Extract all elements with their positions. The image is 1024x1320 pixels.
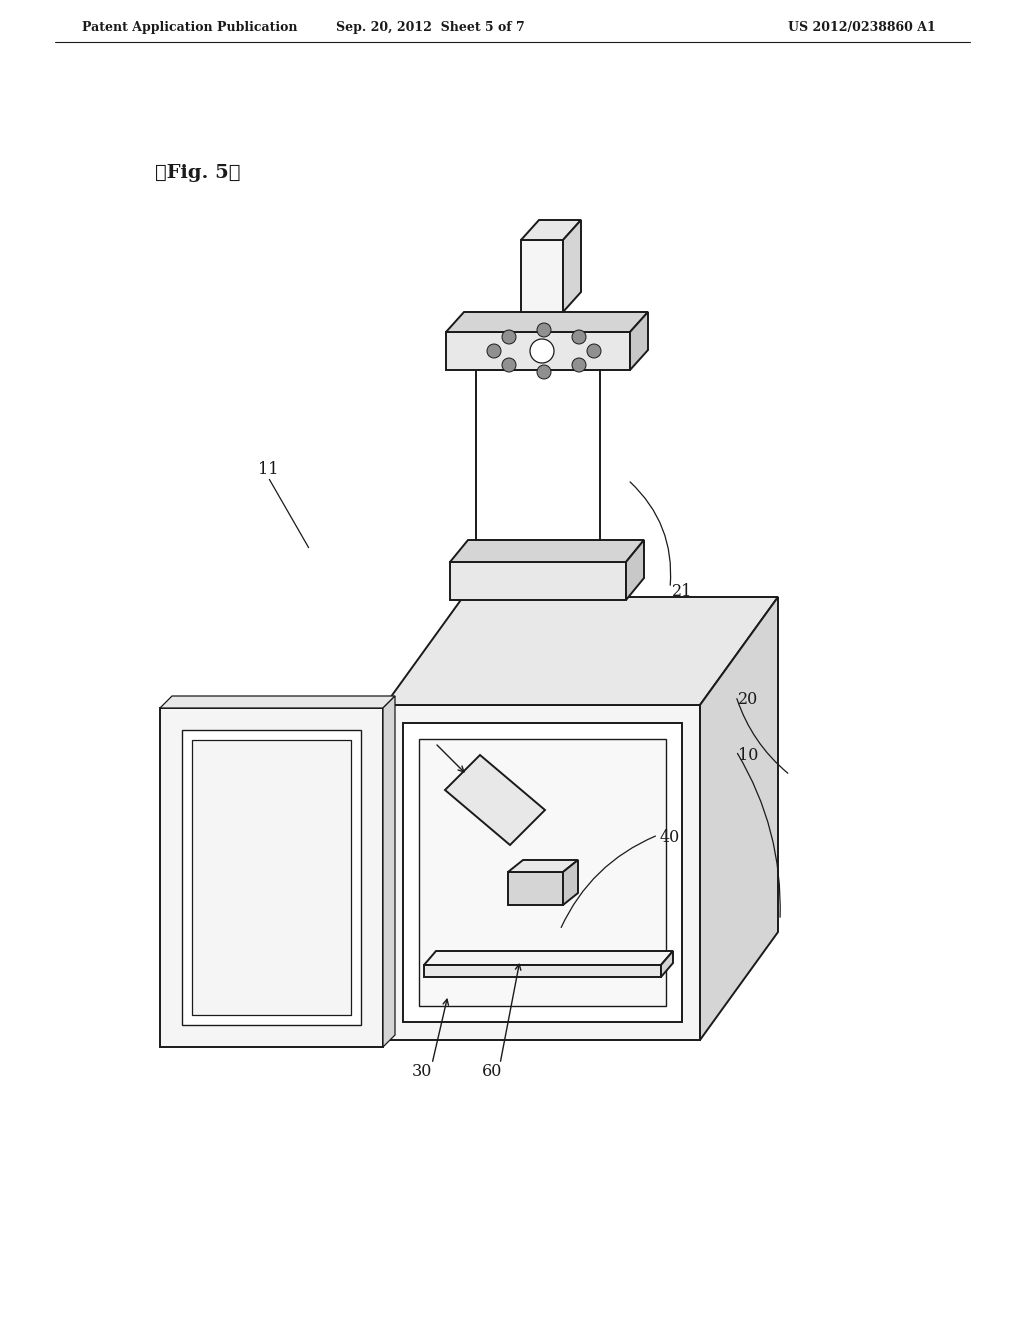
Polygon shape [450,540,644,562]
Text: 40: 40 [660,829,680,846]
Text: 10: 10 [738,747,759,763]
Circle shape [502,358,516,372]
Polygon shape [700,597,778,1040]
Polygon shape [521,240,563,312]
Polygon shape [403,723,682,1022]
Text: 30: 30 [412,1064,432,1081]
Polygon shape [419,739,666,1006]
Polygon shape [383,696,395,1047]
Polygon shape [385,597,778,705]
Polygon shape [630,312,648,370]
Polygon shape [476,370,600,540]
Polygon shape [160,708,383,1047]
Polygon shape [626,540,644,601]
Polygon shape [508,861,578,873]
Circle shape [530,339,554,363]
Circle shape [537,366,551,379]
Text: US 2012/0238860 A1: US 2012/0238860 A1 [788,21,936,34]
Text: 21: 21 [672,583,692,601]
Polygon shape [446,312,648,333]
Circle shape [537,323,551,337]
Polygon shape [563,861,578,906]
Polygon shape [445,755,545,845]
Polygon shape [563,220,581,312]
Text: 60: 60 [482,1064,502,1081]
Text: 《Fig. 5》: 《Fig. 5》 [155,164,241,182]
Text: 20: 20 [738,692,758,709]
Polygon shape [193,741,351,1015]
Circle shape [587,345,601,358]
Polygon shape [662,950,673,977]
Polygon shape [424,965,662,977]
Polygon shape [182,730,361,1026]
Circle shape [572,358,586,372]
Polygon shape [424,950,673,965]
Polygon shape [385,705,700,1040]
Text: Sep. 20, 2012  Sheet 5 of 7: Sep. 20, 2012 Sheet 5 of 7 [336,21,524,34]
Polygon shape [450,562,626,601]
Circle shape [572,330,586,345]
Polygon shape [160,696,395,708]
Text: Patent Application Publication: Patent Application Publication [82,21,298,34]
Polygon shape [521,220,581,240]
Polygon shape [446,333,630,370]
Polygon shape [508,873,563,906]
Circle shape [502,330,516,345]
Circle shape [487,345,501,358]
Text: 11: 11 [258,462,279,479]
